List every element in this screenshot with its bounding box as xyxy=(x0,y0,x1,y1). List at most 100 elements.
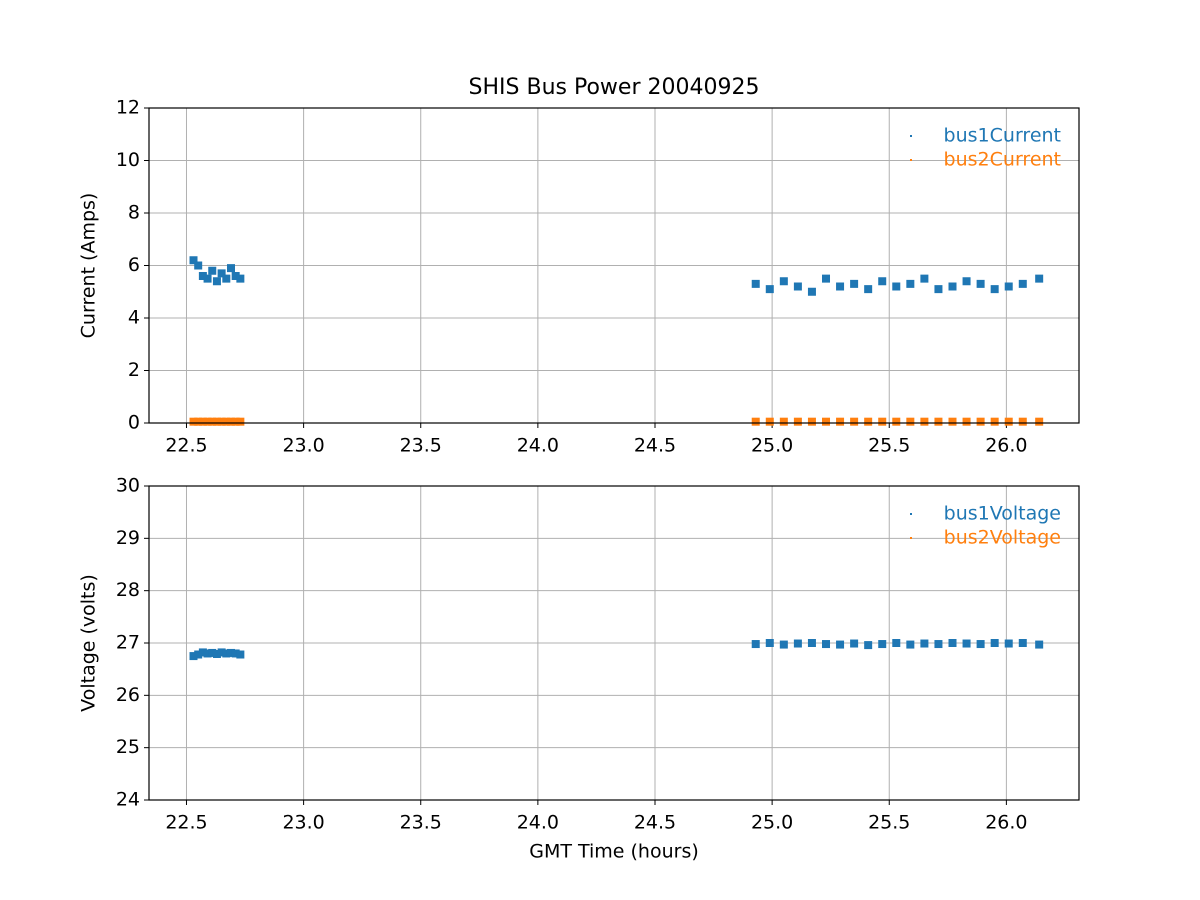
legend-label: bus2Voltage xyxy=(944,527,1061,549)
point xyxy=(892,639,901,647)
point xyxy=(236,417,245,426)
y-tick-label: 4 xyxy=(128,307,140,329)
legend-marker xyxy=(910,159,912,161)
point xyxy=(878,277,887,286)
point xyxy=(990,285,999,294)
point xyxy=(878,640,887,649)
point xyxy=(822,640,831,649)
y-tick-label: 29 xyxy=(116,527,140,549)
point xyxy=(906,417,915,426)
point xyxy=(751,279,760,288)
point xyxy=(976,417,985,426)
x-tick-label: 22.5 xyxy=(165,812,207,834)
x-tick-label: 23.5 xyxy=(400,812,442,834)
point xyxy=(864,641,873,650)
point xyxy=(226,264,235,273)
x-tick-label: 23.0 xyxy=(282,435,324,457)
point xyxy=(226,648,235,657)
y-tick-label: 6 xyxy=(128,254,140,276)
point xyxy=(1004,639,1013,648)
point xyxy=(1004,282,1013,291)
point xyxy=(864,285,873,294)
point xyxy=(189,417,198,426)
y-tick-label: 2 xyxy=(128,359,140,381)
point xyxy=(793,639,802,648)
point xyxy=(976,640,985,649)
point xyxy=(217,648,226,657)
point xyxy=(189,256,198,265)
point xyxy=(934,640,943,649)
point xyxy=(793,417,802,426)
y-tick-label: 26 xyxy=(116,684,140,706)
point xyxy=(934,285,943,294)
point xyxy=(198,272,207,280)
point xyxy=(203,417,212,426)
point xyxy=(208,648,217,657)
point xyxy=(194,650,203,659)
x-tick-label: 24.0 xyxy=(517,812,559,834)
point xyxy=(990,639,999,647)
y-tick-label: 25 xyxy=(116,736,140,758)
point xyxy=(807,287,816,296)
x-axis-label: GMT Time (hours) xyxy=(529,841,699,863)
chart-title: SHIS Bus Power 20040925 xyxy=(469,75,760,100)
y-tick-label: 12 xyxy=(116,97,140,119)
x-tick-label: 24.0 xyxy=(517,435,559,457)
point xyxy=(836,282,845,291)
point xyxy=(194,417,203,426)
point xyxy=(779,640,788,649)
x-tick-label: 22.5 xyxy=(165,435,207,457)
point xyxy=(208,266,217,275)
point xyxy=(222,274,231,283)
axes-frame xyxy=(148,485,1080,801)
point xyxy=(1035,640,1044,649)
point xyxy=(920,274,929,283)
point xyxy=(198,417,207,426)
point xyxy=(226,417,235,426)
point xyxy=(822,274,831,283)
point xyxy=(765,417,774,426)
x-tick-label: 26.0 xyxy=(985,435,1027,457)
point xyxy=(934,417,943,426)
point xyxy=(864,417,873,426)
point xyxy=(1004,417,1013,426)
legend-label: bus1Current xyxy=(944,125,1061,147)
point xyxy=(189,652,198,661)
point xyxy=(962,277,971,286)
y-tick-label: 8 xyxy=(128,202,140,224)
point xyxy=(208,417,217,426)
y-tick-label: 28 xyxy=(116,579,140,601)
point xyxy=(236,274,245,283)
x-tick-label: 25.0 xyxy=(751,435,793,457)
y-axis-label: Voltage (volts) xyxy=(78,574,100,712)
point xyxy=(822,417,831,426)
point xyxy=(1035,274,1044,283)
point xyxy=(850,417,859,426)
point xyxy=(878,417,887,426)
point xyxy=(751,640,760,649)
x-tick-label: 25.5 xyxy=(868,435,910,457)
point xyxy=(203,649,212,658)
point xyxy=(836,640,845,649)
y-tick-label: 24 xyxy=(116,789,140,811)
legend-marker xyxy=(910,513,912,515)
point xyxy=(990,417,999,426)
point xyxy=(231,272,240,280)
point xyxy=(222,649,231,658)
point xyxy=(836,417,845,426)
x-tick-label: 26.0 xyxy=(985,812,1027,834)
point xyxy=(212,649,221,658)
point xyxy=(194,261,203,270)
point xyxy=(751,417,760,426)
point xyxy=(217,269,226,278)
point xyxy=(906,640,915,649)
point xyxy=(892,282,901,291)
y-tick-label: 27 xyxy=(116,632,140,654)
point xyxy=(976,279,985,288)
legend-label: bus1Voltage xyxy=(944,503,1061,525)
point xyxy=(850,279,859,288)
point xyxy=(793,282,802,291)
y-tick-label: 10 xyxy=(116,149,140,171)
point xyxy=(779,277,788,286)
